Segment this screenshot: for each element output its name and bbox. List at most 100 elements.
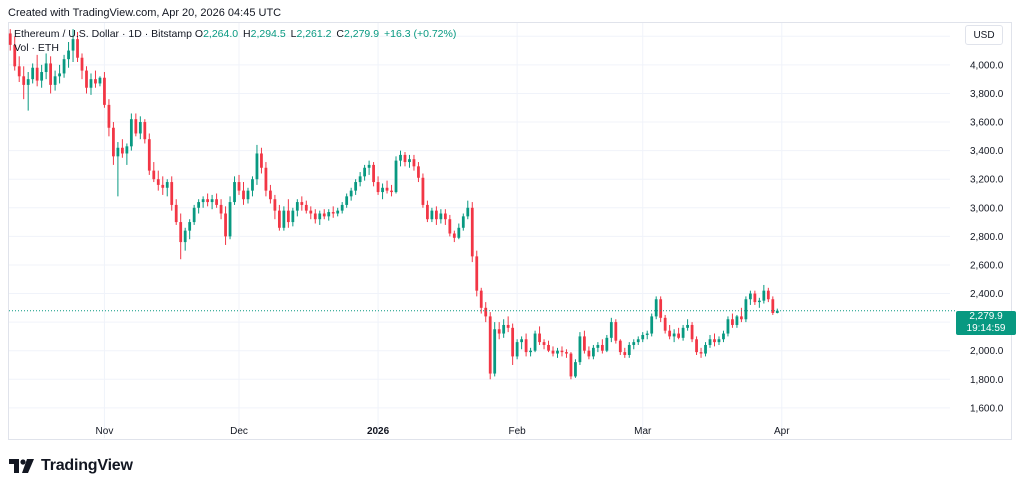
- candle: [596, 342, 600, 353]
- tradingview-logo-icon: [9, 459, 34, 473]
- x-tick-label: Mar: [634, 426, 652, 437]
- candle-body: [354, 182, 358, 191]
- candle: [260, 147, 263, 174]
- candle-body: [426, 204, 429, 220]
- candle: [488, 312, 492, 380]
- candle: [677, 327, 681, 340]
- candle-body: [502, 324, 506, 334]
- x-tick-label: Nov: [96, 426, 114, 437]
- candle: [740, 307, 743, 323]
- candle-body: [300, 202, 304, 205]
- candle-body: [331, 212, 335, 214]
- candle-body: [120, 147, 124, 154]
- candle: [735, 314, 739, 328]
- candle: [493, 322, 497, 377]
- candle-body: [757, 300, 761, 303]
- candle: [717, 336, 721, 345]
- candle: [188, 219, 192, 240]
- candle-body: [515, 342, 519, 357]
- candle-body: [766, 290, 770, 300]
- candle: [623, 347, 627, 358]
- candle-body: [94, 79, 97, 84]
- candle-body: [511, 327, 515, 357]
- candle: [138, 116, 142, 140]
- candle: [228, 196, 232, 240]
- candle-body: [596, 344, 600, 348]
- candle: [466, 200, 470, 220]
- candle: [421, 173, 425, 208]
- candle: [44, 53, 48, 80]
- candle: [650, 313, 654, 337]
- candle-body: [228, 202, 232, 237]
- candle-body: [192, 207, 196, 223]
- candle: [363, 164, 367, 181]
- candle: [125, 143, 129, 165]
- candle: [497, 322, 501, 340]
- candle: [165, 179, 169, 197]
- candle-body: [600, 344, 604, 351]
- candle: [632, 339, 636, 350]
- candle: [461, 213, 465, 231]
- candle-body: [206, 199, 210, 203]
- candle: [53, 70, 57, 91]
- created-with-caption: Created with TradingView.com, Apr 20, 20…: [8, 7, 282, 19]
- candle: [62, 54, 66, 78]
- candle-body: [439, 213, 443, 220]
- candle-body: [448, 219, 452, 234]
- candle: [506, 316, 510, 333]
- candle-body: [349, 190, 353, 197]
- currency-button[interactable]: USD: [965, 25, 1003, 45]
- candle: [408, 154, 411, 168]
- candle: [484, 302, 488, 323]
- candle: [412, 154, 416, 171]
- candle-body: [98, 77, 102, 84]
- y-tick-label: 3,600.0: [970, 118, 1004, 129]
- candle: [762, 284, 766, 304]
- candle: [744, 296, 748, 323]
- candle-body: [295, 202, 299, 211]
- candle-body: [237, 182, 241, 191]
- candle-body: [569, 353, 573, 377]
- candle: [591, 344, 595, 360]
- candle: [35, 54, 39, 87]
- candle-body: [197, 202, 201, 208]
- candle: [587, 346, 591, 360]
- candle-body: [394, 160, 398, 193]
- candle: [300, 196, 304, 211]
- candle: [578, 332, 582, 365]
- candle: [17, 56, 21, 83]
- candle-body: [67, 50, 70, 60]
- candle-body: [627, 344, 631, 355]
- candle-body: [533, 333, 537, 351]
- candle-body: [322, 213, 326, 217]
- candle: [771, 296, 775, 315]
- candle-body: [282, 210, 286, 228]
- tradingview-brand[interactable]: TradingView: [9, 457, 133, 475]
- candle: [286, 199, 290, 228]
- chart-frame: [8, 22, 1012, 440]
- candle-body: [412, 159, 416, 167]
- candle: [89, 73, 93, 95]
- candle-body: [58, 73, 61, 77]
- candle: [40, 64, 44, 88]
- candle-body: [591, 347, 595, 357]
- candle-body: [452, 233, 456, 238]
- candle-body: [753, 293, 757, 303]
- candle-body: [44, 63, 48, 73]
- candle: [443, 209, 447, 225]
- candle-body: [201, 199, 205, 203]
- candle: [708, 334, 712, 348]
- candle: [681, 324, 685, 341]
- open-label: O: [194, 28, 204, 40]
- candle-body: [304, 204, 308, 211]
- candle: [85, 66, 88, 94]
- candle: [390, 184, 393, 197]
- candle: [574, 359, 577, 378]
- candle: [636, 336, 640, 345]
- candle-body: [170, 182, 174, 205]
- candle: [129, 113, 133, 151]
- candle-body: [179, 222, 183, 243]
- candle-body: [71, 39, 75, 51]
- candle-body: [704, 344, 707, 354]
